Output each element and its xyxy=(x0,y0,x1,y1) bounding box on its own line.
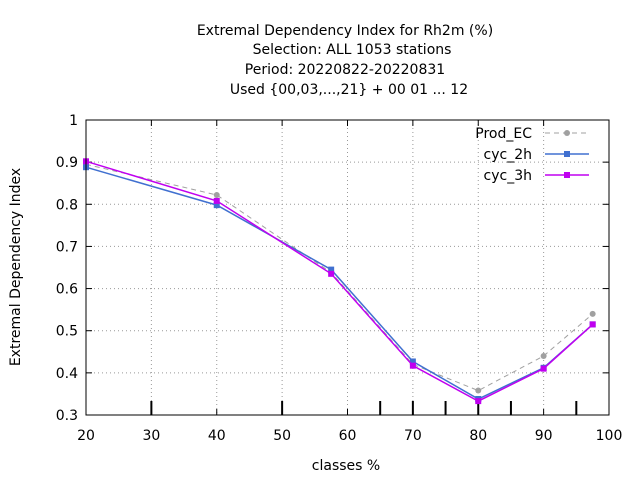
x-axis-ticks: 20 30 40 50 60 70 80 90 100 xyxy=(77,120,622,444)
y-tick-label: 0.8 xyxy=(56,197,78,213)
y-tick-label: 0.6 xyxy=(56,282,78,298)
legend-label: cyc_2h xyxy=(484,147,532,163)
chart-title-line-3: Period: 20220822-20220831 xyxy=(245,62,445,78)
x-tick-label: 20 xyxy=(77,428,95,444)
x-tick-label: 90 xyxy=(535,428,553,444)
x-tick-label: 100 xyxy=(596,428,623,444)
x-tick-label: 60 xyxy=(339,428,357,444)
data-point xyxy=(213,197,220,204)
grid-lines xyxy=(86,120,609,415)
legend-marker xyxy=(564,130,570,136)
x-tick-label: 50 xyxy=(273,428,291,444)
chart-title-line-2: Selection: ALL 1053 stations xyxy=(253,42,452,58)
x-tick-label: 80 xyxy=(469,428,487,444)
data-point xyxy=(475,398,482,405)
data-point xyxy=(475,387,482,394)
x-axis-label: classes % xyxy=(312,458,380,474)
chart-title-line-4: Used {00,03,...,21} + 00 01 ... 12 xyxy=(230,82,468,98)
data-point xyxy=(409,358,416,365)
legend-marker xyxy=(564,172,570,178)
y-tick-label: 0.3 xyxy=(56,408,78,424)
y-tick-label: 0.4 xyxy=(56,366,78,382)
legend-marker xyxy=(564,151,570,157)
series-line-cyc-3h xyxy=(85,160,594,402)
chart-title-line-1: Extremal Dependency Index for Rh2m (%) xyxy=(197,23,493,39)
series-lines xyxy=(83,158,596,405)
x-tick-label: 30 xyxy=(142,428,160,444)
data-point xyxy=(540,365,547,372)
data-point xyxy=(213,192,220,199)
y-axis-label: Extremal Dependency Index xyxy=(8,168,24,366)
data-point xyxy=(213,202,220,209)
data-point xyxy=(328,266,335,273)
data-point xyxy=(328,270,335,277)
data-point xyxy=(589,310,596,317)
x-tick-label: 40 xyxy=(208,428,226,444)
x-tick-label: 70 xyxy=(404,428,422,444)
y-tick-label: 1 xyxy=(69,113,78,129)
y-tick-label: 0.7 xyxy=(56,239,78,255)
y-tick-label: 0.9 xyxy=(56,155,78,171)
data-point xyxy=(589,321,596,328)
y-axis-ticks: 0.3 0.4 0.5 0.6 0.7 0.8 0.9 1 xyxy=(56,113,609,424)
legend-label: cyc_3h xyxy=(484,168,532,184)
data-point xyxy=(540,353,547,359)
data-point xyxy=(409,362,416,369)
legend-label: Prod_EC xyxy=(475,126,532,142)
series-line-prod-ec xyxy=(85,163,594,392)
chart-title: Extremal Dependency Index for Rh2m (%) S… xyxy=(197,23,493,98)
legend: Prod_EC cyc_2h cyc_3h xyxy=(475,126,589,184)
y-tick-label: 0.5 xyxy=(56,324,78,340)
plot-frame xyxy=(85,119,610,416)
